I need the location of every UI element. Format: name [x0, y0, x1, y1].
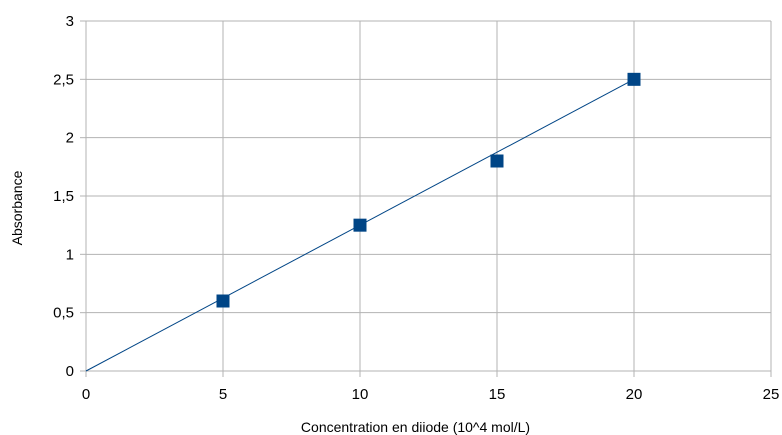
- y-tick-label: 2: [66, 130, 74, 147]
- x-axis-title: Concentration en diiode (10^4 mol/L): [301, 419, 530, 435]
- y-tick-label: 3: [66, 13, 74, 30]
- x-tick-label: 0: [82, 386, 90, 403]
- x-tick-label: 15: [489, 386, 506, 403]
- y-axis-title: Absorbance: [9, 170, 25, 245]
- grid-lines: [86, 20, 772, 371]
- y-tick-label: 1: [66, 246, 74, 263]
- data-point: [490, 154, 504, 168]
- y-tick-label: 0: [66, 363, 74, 380]
- x-tick-label: 20: [626, 386, 643, 403]
- axes: [80, 20, 772, 377]
- x-tick-label: 5: [219, 386, 227, 403]
- y-tick-label: 1,5: [53, 188, 74, 205]
- data-point: [627, 72, 641, 86]
- data-point: [216, 294, 230, 308]
- y-tick-label: 2,5: [53, 71, 74, 88]
- x-tick-label: 10: [352, 386, 369, 403]
- data-point: [353, 218, 367, 232]
- x-tick-label: 25: [763, 386, 780, 403]
- data-points: [216, 72, 641, 308]
- y-tick-label: 0,5: [53, 305, 74, 322]
- tick-labels: 0 0,5 1 1,5 2 2,5 3 0 5 10 15 20 25: [53, 13, 779, 403]
